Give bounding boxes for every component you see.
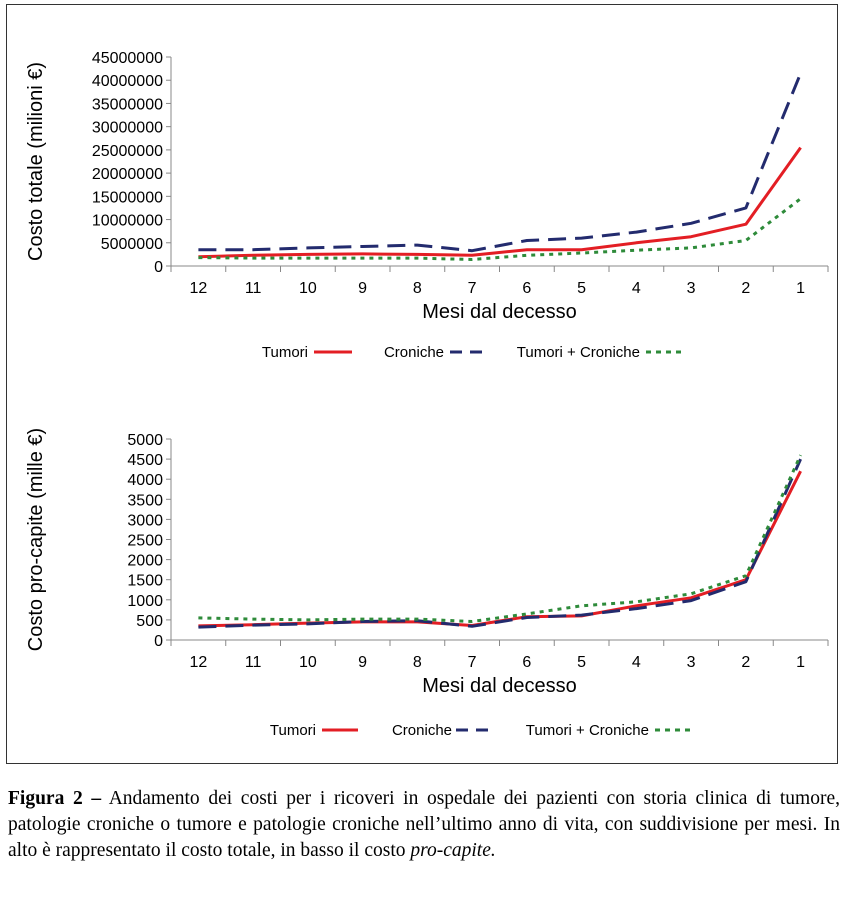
y-tick-label: 5000000: [101, 236, 163, 253]
x-axis-title: Mesi dal decesso: [422, 675, 577, 697]
figure-caption: Figura 2 – Andamento dei costi per i ric…: [8, 786, 840, 864]
chart-per-capita-cost: 0 500 1000 1500 2000 2500 3000 3500 4000 4500 5000…: [25, 428, 829, 739]
y-axis-title: Costo totale (milioni €): [25, 62, 47, 261]
y-tick-label: 20000000: [92, 166, 163, 183]
x-tick-label: 3: [687, 280, 696, 297]
x-tick-label: 11: [245, 280, 262, 297]
series-line-tumori-croniche: [198, 197, 802, 261]
x-tick-label: 1: [796, 280, 805, 297]
y-tick-label: 15000000: [92, 189, 163, 206]
y-tick-label: 35000000: [92, 96, 163, 113]
chart-total-cost: 0 5000000 10000000 15000000 20000000 25000000…: [25, 50, 829, 361]
series-line-croniche: [198, 458, 802, 629]
y-tick-label: 4500: [127, 452, 163, 469]
x-tick-label: 7: [468, 654, 477, 671]
x-tick-label: 12: [189, 280, 207, 297]
x-tick-label: 4: [632, 654, 641, 671]
x-axis-title: Mesi dal decesso: [422, 301, 577, 323]
figure-frame: [6, 4, 838, 764]
x-tick-label: 3: [687, 654, 696, 671]
y-tick-label: 40000000: [92, 73, 163, 90]
legend-label: Tumori + Croniche: [517, 344, 640, 361]
legend-label: Tumori: [262, 344, 308, 361]
x-tick-label: 2: [741, 654, 750, 671]
x-tick-label: 10: [299, 654, 317, 671]
caption-label: Figura 2 –: [8, 788, 102, 809]
x-tick-label: 12: [189, 654, 207, 671]
y-tick-label: 10000000: [92, 213, 163, 230]
y-tick-label: 500: [136, 613, 163, 630]
series-line-tumori: [198, 470, 802, 628]
legend-label: Tumori + Croniche: [526, 722, 649, 739]
x-tick-label: 9: [358, 280, 367, 297]
caption-text: Andamento dei costi per i ricoveri in os…: [8, 788, 840, 861]
x-tick-label: 8: [413, 280, 422, 297]
x-tick-label: 6: [522, 280, 531, 297]
legend-label: Croniche: [384, 344, 444, 361]
legend-label: Croniche: [392, 722, 452, 739]
y-tick-label: 3500: [127, 492, 163, 509]
y-tick-label: 3000: [127, 512, 163, 529]
y-axis-title: Costo pro-capite (mille €): [25, 428, 47, 651]
y-tick-label: 0: [154, 259, 163, 276]
legend-label: Tumori: [270, 722, 316, 739]
y-tick-label: 4000: [127, 472, 163, 489]
x-tick-label: 4: [632, 280, 641, 297]
x-tick-label: 10: [299, 280, 317, 297]
y-tick-label: 0: [154, 633, 163, 650]
y-tick-label: 2500: [127, 533, 163, 550]
x-tick-label: 5: [577, 280, 586, 297]
x-tick-label: 2: [741, 280, 750, 297]
x-tick-label: 1: [796, 654, 805, 671]
y-tick-label: 5000: [127, 432, 163, 449]
y-tick-label: 45000000: [92, 50, 163, 67]
x-tick-label: 5: [577, 654, 586, 671]
y-tick-label: 25000000: [92, 143, 163, 160]
x-tick-label: 11: [245, 654, 262, 671]
y-tick-label: 2000: [127, 553, 163, 570]
y-tick-label: 1500: [127, 573, 163, 590]
series-line-croniche: [198, 72, 802, 253]
x-tick-label: 8: [413, 654, 422, 671]
series-line-tumori: [198, 146, 802, 259]
series-line-tumori-croniche: [198, 454, 802, 623]
x-tick-label: 7: [468, 280, 477, 297]
x-tick-label: 6: [522, 654, 531, 671]
y-tick-label: 30000000: [92, 120, 163, 137]
caption-italic: pro-capite.: [410, 840, 496, 861]
y-tick-label: 1000: [127, 593, 163, 610]
x-tick-label: 9: [358, 654, 367, 671]
